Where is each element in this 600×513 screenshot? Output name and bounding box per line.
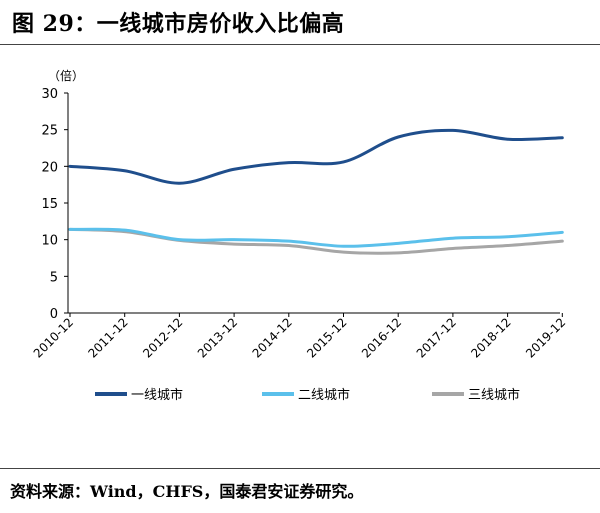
x-tick-label: 2017-12 [414,315,459,360]
figure-title: 图 29：一线城市房价收入比偏高 [12,11,345,37]
y-tick-label: 30 [41,87,58,102]
x-tick-label: 2010-12 [31,315,76,360]
chart-axes [67,93,560,314]
y-tick-label: 20 [41,160,58,175]
y-tick-label: 5 [50,270,58,285]
legend-item: 二线城市 [262,387,350,403]
x-tick-label: 2016-12 [359,315,404,360]
chart-ticks: 0 5 10 15 20 25 30 2010-12 2011-12 2012-12 2013-12… [31,87,569,361]
legend-label: 一线城市 [131,387,183,403]
x-tick-label: 2011-12 [85,315,130,360]
x-tick-label: 2013-12 [195,315,240,360]
line-chart: 0 5 10 15 20 25 30 2010-12 2011-12 2012-12 2013-12… [31,68,569,403]
x-tick-label: 2012-12 [140,315,185,360]
series-line [68,227,564,248]
x-tick-label: 2014-12 [250,315,295,360]
legend-label: 二线城市 [298,387,350,403]
y-tick-label: 0 [50,307,58,322]
title-divider [0,44,600,45]
legend-item: 一线城市 [95,387,183,403]
y-tick-label: 15 [41,197,58,212]
source-note: 资料来源：Wind，CHFS，国泰君安证券研究。 [10,482,364,501]
y-tick-label: 25 [41,124,58,139]
y-tick-label: 10 [41,234,58,249]
legend-label: 三线城市 [468,387,520,403]
series-line [68,128,564,185]
chart-series [68,128,564,255]
x-tick-label: 2015-12 [304,315,349,360]
y-unit-label: （倍） [48,68,84,83]
chart-legend: 一线城市 二线城市 三线城市 [95,387,520,403]
source-divider [0,468,600,469]
legend-item: 三线城市 [432,387,520,403]
x-tick-label: 2019-12 [523,315,568,360]
x-tick-label: 2018-12 [468,315,513,360]
